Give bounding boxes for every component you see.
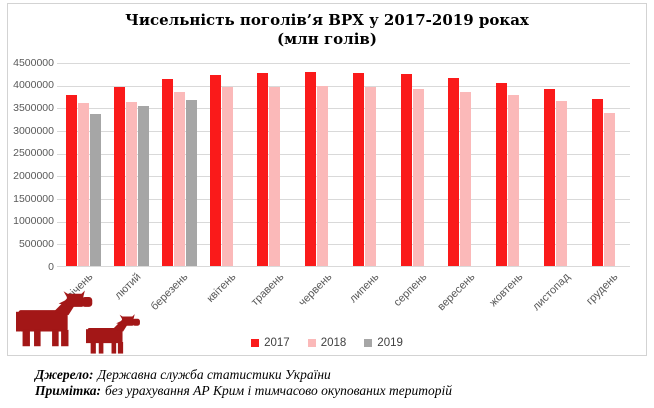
bar-2018-серпень	[412, 88, 424, 266]
legend-label-2018: 2018	[320, 337, 347, 349]
footer-source-text: Державна служба статистики України	[97, 367, 331, 382]
gridline	[57, 85, 630, 87]
legend-item-2019: 2019	[364, 337, 403, 349]
y-tick-label: 2500000	[13, 147, 54, 160]
bar-2017-травень	[257, 73, 269, 266]
footer-note-text: без урахування АР Крим і тимчасово окупо…	[105, 382, 452, 398]
y-tick-label: 4000000	[13, 79, 54, 92]
x-tick-label-червень: червень	[296, 271, 335, 309]
y-tick-label: 4500000	[13, 56, 54, 69]
legend-swatch-2018	[307, 339, 316, 347]
gridline	[57, 153, 630, 155]
x-tick-label-жовтень: жовтень	[486, 271, 526, 310]
y-tick-label: 500000	[18, 237, 54, 250]
bar-2019-січень	[90, 113, 102, 266]
bar-2017-грудень	[591, 99, 603, 266]
legend-item-2018: 2018	[307, 337, 347, 349]
bar-2019-лютий	[138, 106, 150, 266]
gridline	[57, 63, 630, 64]
legend-label-2019: 2019	[377, 337, 403, 349]
x-tick-label-вересень: вересень	[435, 271, 478, 314]
bar-2017-січень	[66, 95, 78, 266]
legend-item-2017: 2017	[251, 337, 290, 349]
y-tick-label: 2000000	[13, 169, 54, 182]
legend-label-2017: 2017	[264, 337, 290, 349]
y-tick-label: 3500000	[13, 101, 54, 114]
bar-2017-вересень	[448, 78, 460, 266]
gridline	[57, 108, 630, 110]
bar-2018-січень	[78, 103, 90, 266]
y-tick-label: 0	[48, 260, 54, 273]
gridline	[57, 199, 630, 200]
x-tick-label-серпень: серпень	[391, 271, 430, 309]
bar-2017-серпень	[400, 74, 412, 266]
x-tick-label-березень: березень	[149, 271, 191, 313]
bar-2018-квітень	[221, 87, 233, 266]
footer-source-line: Джерело: Державна служба статистики Украї…	[35, 367, 452, 383]
bar-2017-жовтень	[496, 83, 508, 266]
legend-swatch-2019	[364, 339, 373, 347]
bar-2018-грудень	[603, 113, 615, 266]
plot-area	[57, 63, 630, 267]
footer-note-label: Примітка:	[35, 382, 102, 398]
bar-2017-червень	[305, 72, 317, 266]
bar-2018-листопад	[555, 101, 567, 266]
chart-canvas: Чисельність поголів’я ВРХ у 2017-2019 ро…	[7, 3, 647, 356]
legend: 2017 2018 2019	[8, 337, 646, 349]
bar-2018-лютий	[126, 101, 138, 266]
chart-title-line1: Чисельність поголів’я ВРХ у 2017-2019 ро…	[125, 11, 529, 29]
footer-note-line: Примітка: без урахування АР Крим і тимчас…	[35, 383, 452, 399]
chart-title-line2: (млн голів)	[277, 30, 377, 48]
bar-2018-березень	[173, 91, 185, 266]
x-tick-label-травень: травень	[248, 271, 287, 309]
bar-2017-лютий	[114, 86, 126, 266]
bar-2019-березень	[185, 100, 197, 266]
x-tick-label-квітень: квітень	[204, 271, 239, 305]
gridline	[57, 244, 630, 246]
bar-2018-вересень	[460, 91, 472, 266]
legend-swatch-2017	[251, 339, 260, 347]
gridline	[57, 176, 630, 178]
chart-title: Чисельність поголів’я ВРХ у 2017-2019 ро…	[8, 11, 646, 49]
chart-footer: Джерело: Державна служба статистики Украї…	[35, 367, 452, 398]
y-tick-label: 1000000	[13, 215, 54, 228]
bar-2017-липень	[352, 73, 364, 266]
cow-icon-large	[16, 290, 93, 347]
footer-source-label: Джерело:	[35, 367, 94, 382]
x-tick-label-лютий: лютий	[112, 271, 144, 302]
bar-2017-квітень	[209, 75, 221, 266]
gridline	[57, 131, 630, 132]
bar-2018-червень	[317, 86, 329, 266]
x-tick-label-липень: липень	[347, 271, 382, 306]
x-tick-label-грудень: грудень	[584, 271, 621, 308]
y-tick-label: 1500000	[13, 192, 54, 205]
x-tick-label-листопад: листопад	[530, 271, 573, 314]
bar-2017-листопад	[543, 89, 555, 266]
gridline	[57, 221, 630, 223]
bar-2018-травень	[269, 86, 281, 266]
bar-2017-березень	[161, 79, 173, 266]
cow-icon-small	[86, 314, 140, 354]
bar-2018-жовтень	[508, 95, 520, 266]
y-tick-label: 3000000	[13, 124, 54, 137]
bar-2018-липень	[364, 86, 376, 266]
